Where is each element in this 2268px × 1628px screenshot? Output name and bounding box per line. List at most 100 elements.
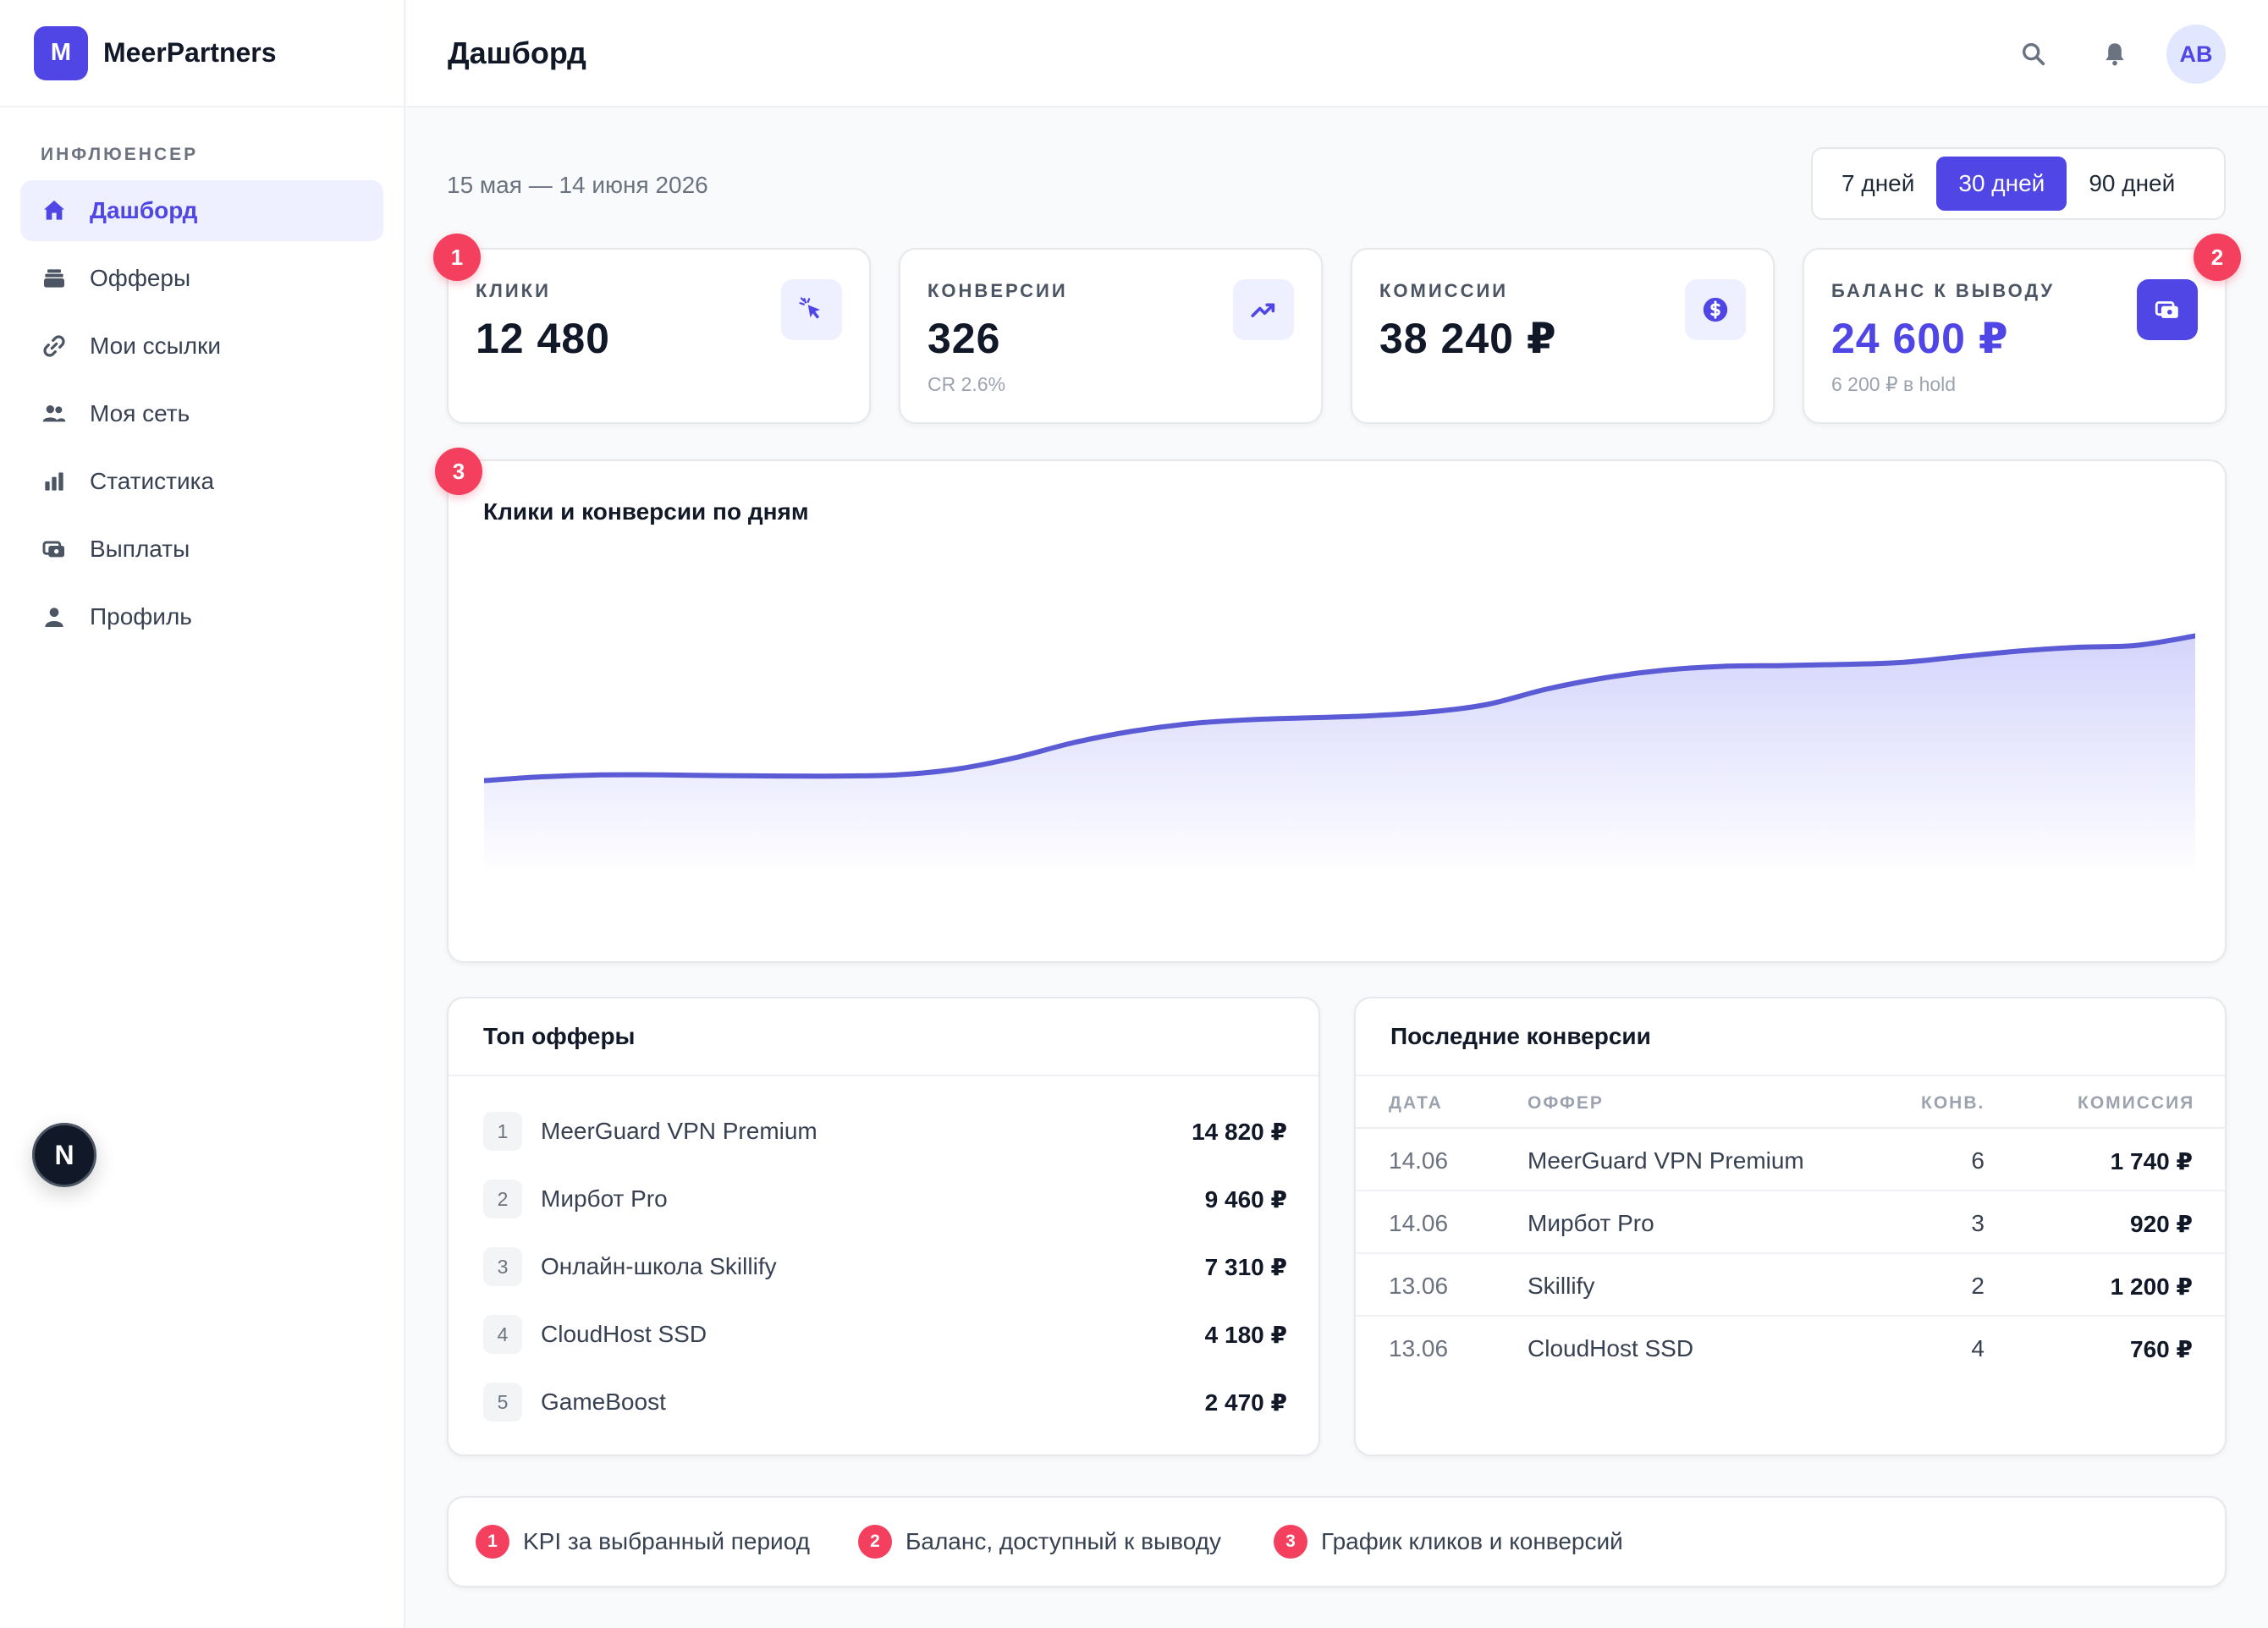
cell-offer: MeerGuard VPN Premium [1528, 1147, 1804, 1174]
column-header-commission: КОМИССИЯ [2078, 1093, 2195, 1113]
legend-text: График кликов и конверсий [1321, 1528, 1623, 1554]
table-row[interactable]: 13.06 Skillify 2 1 200 ₽ [1356, 1254, 2225, 1317]
stack-icon [41, 265, 68, 292]
sidebar-item-network[interactable]: Моя сеть [20, 383, 383, 444]
cell-date: 13.06 [1389, 1273, 1449, 1299]
list-item[interactable]: 4 CloudHost SSD 4 180 ₽ [483, 1313, 1287, 1356]
sidebar-item-offers[interactable]: Офферы [20, 248, 383, 309]
period-30-days-button[interactable]: 30 дней [1936, 157, 2067, 211]
offer-rank: 3 [483, 1247, 522, 1286]
period-switch: 7 дней 30 дней 90 дней [1811, 147, 2226, 220]
offer-rank: 2 [483, 1180, 522, 1218]
cell-offer: Skillify [1528, 1273, 1595, 1299]
bell-icon[interactable] [2098, 37, 2132, 71]
legend-number: 1 [476, 1525, 509, 1559]
period-90-days-button[interactable]: 90 дней [2089, 170, 2176, 196]
cursor-click-icon [781, 279, 842, 340]
cell-conversions: 2 [1971, 1273, 1984, 1299]
link-icon [41, 333, 68, 360]
top-offers-title: Топ офферы [449, 998, 1318, 1076]
cell-conversions: 6 [1971, 1147, 1984, 1174]
chart-title: Клики и конверсии по дням [483, 498, 809, 525]
column-header-conversions: КОНВ. [1921, 1093, 1985, 1113]
sidebar-item-label: Офферы [90, 265, 191, 291]
kpi-label: КЛИКИ [476, 280, 551, 301]
list-item[interactable]: 5 GameBoost 2 470 ₽ [483, 1381, 1287, 1423]
table-row[interactable]: 14.06 Мирбот Pro 3 920 ₽ [1356, 1191, 2225, 1254]
kpi-value: 326 [928, 315, 1001, 362]
recent-conversions-title: Последние конверсии [1356, 998, 2225, 1076]
area-chart [484, 633, 2195, 876]
legend-number: 2 [858, 1525, 892, 1559]
kpi-card-balance: БАЛАНС К ВЫВОДУ 24 600 ₽ 6 200 ₽ в hold [1803, 248, 2227, 424]
brand-name: MeerPartners [103, 37, 277, 68]
cell-conversions: 3 [1971, 1210, 1984, 1236]
offer-name: MeerGuard VPN Premium [541, 1118, 817, 1144]
sidebar-item-label: Дашборд [90, 197, 198, 223]
dollar-coin-icon [1685, 279, 1746, 340]
avatar[interactable]: AB [2166, 25, 2226, 84]
recent-conversions-card: Последние конверсии [1354, 997, 2227, 1456]
top-offers-card: Топ офферы 1 MeerGuard VPN Premium 14 82… [447, 997, 1320, 1456]
home-icon [41, 197, 68, 224]
offer-amount: 2 470 ₽ [1204, 1389, 1287, 1416]
topbar: Дашборд AB [407, 0, 2268, 107]
kpi-value: 24 600 ₽ [1831, 315, 2009, 362]
legend-text: KPI за выбранный период [523, 1528, 810, 1554]
table-row[interactable]: 14.06 MeerGuard VPN Premium 6 1 740 ₽ [1356, 1129, 2225, 1191]
search-icon[interactable] [2017, 37, 2051, 71]
cell-offer: Мирбот Pro [1528, 1210, 1654, 1236]
sidebar-item-label: Статистика [90, 468, 215, 494]
cell-date: 13.06 [1389, 1335, 1449, 1361]
offer-rank: 5 [483, 1383, 522, 1422]
annotation-marker-3: 3 [435, 448, 482, 495]
sidebar: M MeerPartners ИНФЛЮЕНСЕР Дашборд Офферы… [0, 0, 405, 1628]
list-item[interactable]: 2 Мирбот Pro 9 460 ₽ [483, 1178, 1287, 1220]
offer-name: Онлайн-школа Skillify [541, 1253, 777, 1279]
cell-commission: 1 740 ₽ [2110, 1148, 2193, 1174]
legend-number: 3 [1274, 1525, 1307, 1559]
offer-name: GameBoost [541, 1389, 666, 1415]
offer-amount: 4 180 ₽ [1204, 1321, 1287, 1348]
annotation-legend: 1 KPI за выбранный период 2 Баланс, дост… [447, 1496, 2227, 1587]
legend-item: 3 График кликов и конверсий [1274, 1525, 1623, 1559]
sidebar-item-label: Мои ссылки [90, 333, 221, 359]
offer-name: Мирбот Pro [541, 1185, 668, 1212]
wallet-icon[interactable] [2137, 279, 2198, 340]
cell-conversions: 4 [1971, 1335, 1984, 1361]
table-row[interactable]: 13.06 CloudHost SSD 4 760 ₽ [1356, 1317, 2225, 1379]
kpi-sub: 6 200 ₽ в hold [1831, 373, 1957, 395]
sidebar-item-dashboard[interactable]: Дашборд [20, 180, 383, 241]
annotation-marker-2: 2 [2194, 234, 2241, 281]
list-item[interactable]: 1 MeerGuard VPN Premium 14 820 ₽ [483, 1110, 1287, 1152]
column-header-date: ДАТА [1389, 1093, 1443, 1113]
offer-amount: 14 820 ₽ [1192, 1118, 1287, 1145]
offer-name: CloudHost SSD [541, 1321, 707, 1347]
kpi-value: 38 240 ₽ [1379, 315, 1557, 362]
period-7-days-button[interactable]: 7 дней [1841, 170, 1915, 196]
legend-text: Баланс, доступный к выводу [906, 1528, 1221, 1554]
sidebar-item-statistics[interactable]: Статистика [20, 451, 383, 512]
chart-area-fill [484, 635, 2195, 876]
cell-offer: CloudHost SSD [1528, 1335, 1694, 1361]
sidebar-item-payouts[interactable]: Выплаты [20, 519, 383, 580]
legend-item: 2 Баланс, доступный к выводу [858, 1525, 1221, 1559]
legend-item: 1 KPI за выбранный период [476, 1525, 810, 1559]
sidebar-item-profile[interactable]: Профиль [20, 586, 383, 647]
kpi-label: БАЛАНС К ВЫВОДУ [1831, 280, 2056, 301]
sidebar-item-links[interactable]: Мои ссылки [20, 316, 383, 377]
next-dev-badge[interactable]: N [32, 1123, 96, 1187]
kpi-card-conversions: КОНВЕРСИИ 326 CR 2.6% [899, 248, 1323, 424]
kpi-card-commissions: КОМИССИИ 38 240 ₽ [1351, 248, 1775, 424]
table-divider [1356, 1127, 2225, 1129]
brand-logo: M [34, 25, 88, 80]
kpi-value: 12 480 [476, 315, 610, 362]
kpi-label: КОМИССИИ [1379, 280, 1509, 301]
page-title: Дашборд [448, 36, 586, 70]
cell-commission: 920 ₽ [2130, 1211, 2193, 1237]
bar-chart-icon [41, 468, 68, 495]
date-range: 15 мая — 14 июня 2026 [447, 172, 708, 198]
list-item[interactable]: 3 Онлайн-школа Skillify 7 310 ₽ [483, 1246, 1287, 1288]
brand[interactable]: M MeerPartners [0, 0, 404, 107]
offer-rank: 4 [483, 1315, 522, 1354]
